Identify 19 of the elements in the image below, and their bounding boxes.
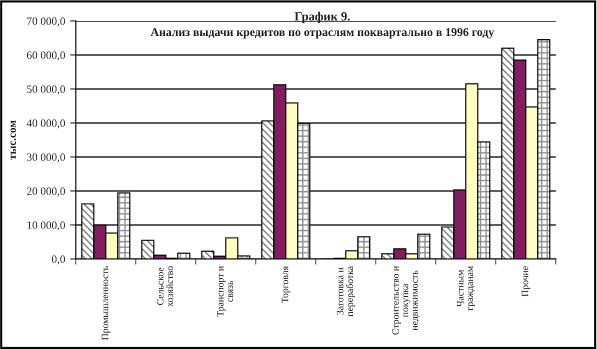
y-tick-label: 60 000,0 bbox=[26, 51, 65, 61]
y-tick-label: 40 000,0 bbox=[26, 119, 65, 129]
y-tick-label: 50 000,0 bbox=[27, 85, 65, 95]
text: Анализ выдачи кредитов по отраслям поквартально в 1996 году bbox=[150, 28, 494, 39]
x-tick-label: Торговля bbox=[282, 266, 290, 304]
x-tick-label: Заготовка и переработка bbox=[336, 266, 356, 316]
x-tick-label: Частным гражданам bbox=[457, 266, 475, 311]
y-tick-label: 20 000,0 bbox=[27, 187, 65, 197]
x-tick-label: Сельское хозяйство bbox=[156, 266, 173, 307]
x-tick-label: Транспорт и связь bbox=[217, 266, 233, 317]
x-tick-label: Промышленность bbox=[102, 266, 110, 340]
y-tick-label: 30 000,0 bbox=[27, 153, 65, 163]
y-tick-label: 0,0 bbox=[52, 255, 65, 265]
x-tick-label: Строительство и покупка недвижимость bbox=[392, 266, 420, 335]
y-axis-title: тыс.сом bbox=[10, 120, 16, 160]
y-tick-label: 10 000,0 bbox=[27, 221, 65, 231]
chart-title: График 9. bbox=[294, 12, 350, 24]
y-tick-label: 70 000,0 bbox=[27, 17, 65, 27]
x-tick-label: Прочие bbox=[522, 266, 530, 297]
